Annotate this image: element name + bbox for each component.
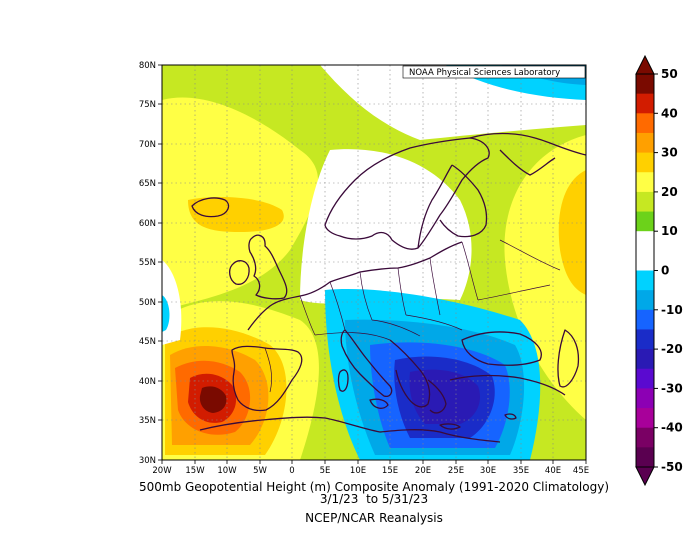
balkans-coast	[389, 339, 431, 408]
iberia-coast	[231, 345, 303, 412]
colorbar-segment	[636, 113, 654, 134]
colorbar-segment	[636, 408, 654, 429]
finland-coast	[439, 164, 488, 238]
lat-label: 30N	[139, 456, 156, 466]
lat-label: 35N	[139, 416, 156, 426]
lon-label: 5W	[253, 466, 267, 476]
lon-label: 15E	[382, 466, 398, 476]
great-britain-coast	[248, 234, 288, 300]
sardinia-coast	[337, 369, 349, 392]
lon-label: 5E	[320, 466, 331, 476]
colorbar-segment	[636, 290, 654, 311]
colorbar-segment	[636, 447, 654, 468]
white-sea-coast	[499, 149, 556, 176]
anomaly-band-30-east	[558, 170, 586, 295]
colorbar-label: -30	[661, 381, 683, 395]
colorbar-label: -50	[661, 460, 683, 474]
lat-label: 55N	[139, 258, 156, 268]
colorbar-segment	[636, 388, 654, 409]
iceland-coast	[191, 197, 230, 218]
colorbar-label: 20	[661, 185, 678, 199]
colorbar-segment	[636, 427, 654, 448]
colorbar-label: 50	[661, 67, 678, 81]
near-zero-central	[300, 149, 472, 304]
ireland-coast	[229, 260, 250, 285]
lon-label: 20E	[415, 466, 431, 476]
gulf-of-bothnia	[417, 164, 453, 249]
lat-tick-labels: 80N 75N 70N 65N 60N 55N 50N 45N 40N 35N …	[139, 61, 156, 466]
lon-label: 40E	[545, 466, 561, 476]
colorbar-min-arrow	[635, 466, 655, 487]
lon-label: 15W	[185, 466, 205, 476]
greece-coast	[427, 379, 447, 414]
lon-label: 35E	[513, 466, 529, 476]
caspian-coast	[557, 329, 580, 388]
colorbar-label: 40	[661, 106, 678, 120]
lat-label: 80N	[139, 61, 156, 71]
lat-label: 40N	[139, 377, 156, 387]
country-borders	[264, 239, 561, 393]
lat-label: 60N	[139, 219, 156, 229]
negative-band-20-west	[162, 295, 170, 332]
colorbar-segment	[636, 132, 654, 154]
colorbar-segment	[636, 349, 654, 370]
colorbar-label: 0	[661, 264, 669, 278]
sicily-coast	[369, 398, 389, 409]
kola-coast	[469, 132, 586, 156]
black-sea-coast	[461, 331, 542, 366]
colorbar: 50 40 30 20 10 0 -10 -20 -30 -40 -50	[635, 54, 683, 487]
credit-box	[402, 65, 586, 79]
colorbar-segment	[636, 74, 654, 95]
colorbar-label: -10	[661, 303, 683, 317]
lon-label: 25E	[448, 466, 464, 476]
lat-label: 70N	[139, 140, 156, 150]
graticule	[162, 65, 586, 460]
credit-label: NOAA Physical Sciences Laboratory	[409, 68, 560, 78]
lon-label: 45E	[573, 466, 589, 476]
map-frame	[161, 64, 587, 461]
colorbar-segment	[636, 309, 654, 330]
lon-ticks	[161, 460, 587, 464]
colorbar-label: 10	[661, 224, 678, 238]
colorbar-segment	[636, 191, 654, 213]
lon-label: 30E	[480, 466, 496, 476]
lon-label: 0	[289, 466, 294, 476]
colorbar-segment	[636, 211, 654, 232]
cyprus-coast	[504, 413, 517, 420]
lon-tick-labels: 20W 15W 10W 5W 0 5E 10E 15E 20E 25E 30E …	[152, 466, 589, 476]
colorbar-max-arrow	[635, 54, 655, 75]
map-panel	[162, 65, 586, 460]
italy-coast	[340, 329, 393, 398]
colorbar-segment	[636, 93, 654, 114]
north-africa-coast	[199, 416, 501, 443]
figure-title-dates: 3/1/23 to 5/31/23	[320, 492, 428, 506]
anatolia-coast	[449, 374, 566, 396]
figure-title-source: NCEP/NCAR Reanalysis	[305, 511, 443, 525]
lat-label: 50N	[139, 298, 156, 308]
colorbar-segment	[636, 368, 654, 389]
lat-label: 75N	[139, 100, 156, 110]
lat-label: 65N	[139, 179, 156, 189]
figure-title-line1: 500mb Geopotential Height (m) Composite …	[139, 480, 609, 494]
colorbar-segment	[636, 152, 654, 173]
anomaly-band-70	[199, 386, 227, 413]
colorbar-segment	[636, 270, 654, 291]
coastlines	[191, 132, 586, 443]
lon-label: 10W	[217, 466, 237, 476]
colorbar-label: -20	[661, 342, 683, 356]
colorbar-segment	[636, 231, 654, 252]
colorbar-segment	[636, 172, 654, 193]
continental-coast	[247, 241, 463, 331]
lat-label: 45N	[139, 337, 156, 347]
scandinavia-coast	[324, 137, 490, 250]
colorbar-segment	[636, 250, 654, 271]
colorbar-label: 30	[661, 146, 678, 160]
lon-label: 10E	[350, 466, 366, 476]
colorbar-label: -40	[661, 421, 683, 435]
crete-coast	[439, 423, 461, 430]
lat-ticks	[158, 64, 162, 461]
colorbar-segment	[636, 329, 654, 350]
lon-label: 20W	[152, 466, 172, 476]
